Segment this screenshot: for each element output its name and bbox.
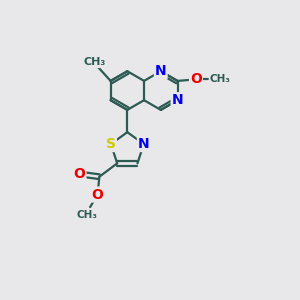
Text: CH₃: CH₃ bbox=[83, 57, 105, 67]
Text: S: S bbox=[106, 137, 116, 151]
Text: O: O bbox=[190, 72, 202, 86]
Text: N: N bbox=[155, 64, 166, 78]
Text: O: O bbox=[74, 167, 86, 181]
Text: N: N bbox=[138, 137, 149, 151]
Text: O: O bbox=[92, 188, 104, 202]
Text: CH₃: CH₃ bbox=[209, 74, 230, 84]
Text: CH₃: CH₃ bbox=[77, 210, 98, 220]
Text: N: N bbox=[172, 93, 183, 107]
